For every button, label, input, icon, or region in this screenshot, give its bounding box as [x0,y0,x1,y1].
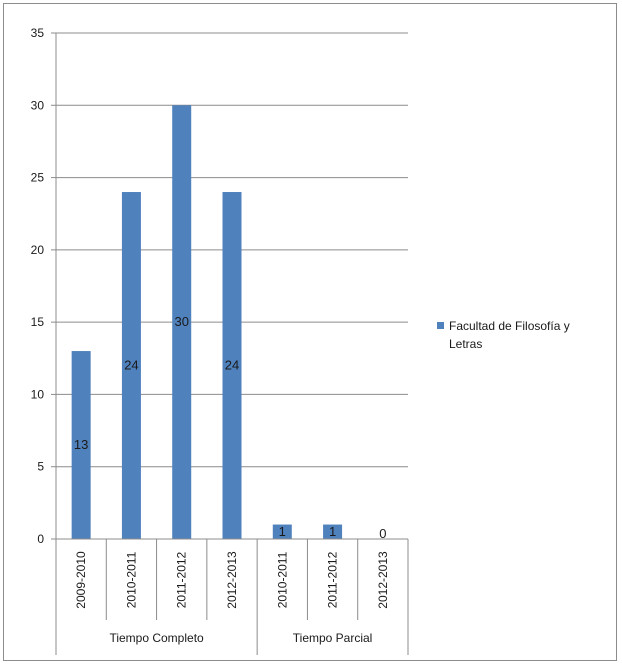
x-tick-label: 2010-2011 [275,551,289,608]
x-tick-label: 2009-2010 [74,551,88,609]
y-tick-label: 5 [37,460,44,474]
x-tick-label: 2011-2012 [175,551,189,608]
data-labels: 13 24 30 24 1 1 0 [74,314,387,541]
y-tick-label: 15 [31,315,45,329]
x-tick-label: 2012-2013 [225,551,239,609]
chart-frame [3,3,617,661]
y-tick-label: 20 [31,243,45,257]
y-tick-label: 35 [31,26,45,40]
data-label: 24 [124,358,138,373]
bar [172,105,192,540]
bars [71,105,343,540]
data-label: 0 [379,526,386,541]
data-label: 1 [279,524,286,539]
group-label: Tiempo Parcial [293,631,373,645]
axes [55,33,409,655]
y-tick-label: 10 [31,387,45,401]
x-tick-label: 2012-2013 [376,551,390,609]
data-label: 30 [174,314,188,329]
legend-swatch [437,322,444,329]
legend-label-line1: Facultad de Filosofía y [449,319,570,333]
legend-label-line2: Letras [449,337,482,351]
bar [323,524,343,539]
bar [222,192,242,539]
x-axis-group-labels: Tiempo Completo Tiempo Parcial [109,620,409,655]
data-label: 13 [74,437,88,452]
data-label: 1 [329,524,336,539]
y-tick-label: 0 [37,532,44,546]
x-tick-label: 2011-2012 [326,551,340,608]
group-label: Tiempo Completo [109,631,204,645]
bar [121,192,141,539]
x-tick-label: 2010-2011 [124,551,138,608]
legend: Facultad de Filosofía y Letras [437,319,570,351]
y-axis-ticks: 0 5 10 15 20 25 30 35 [31,26,56,546]
bar [71,351,91,539]
y-tick-label: 30 [31,98,45,112]
bar [272,524,292,539]
y-tick-label: 25 [31,171,45,185]
x-axis-tick-labels: 2009-2010 2010-2011 2011-2012 2012-2013 2010… [74,551,390,609]
data-label: 24 [225,358,239,373]
